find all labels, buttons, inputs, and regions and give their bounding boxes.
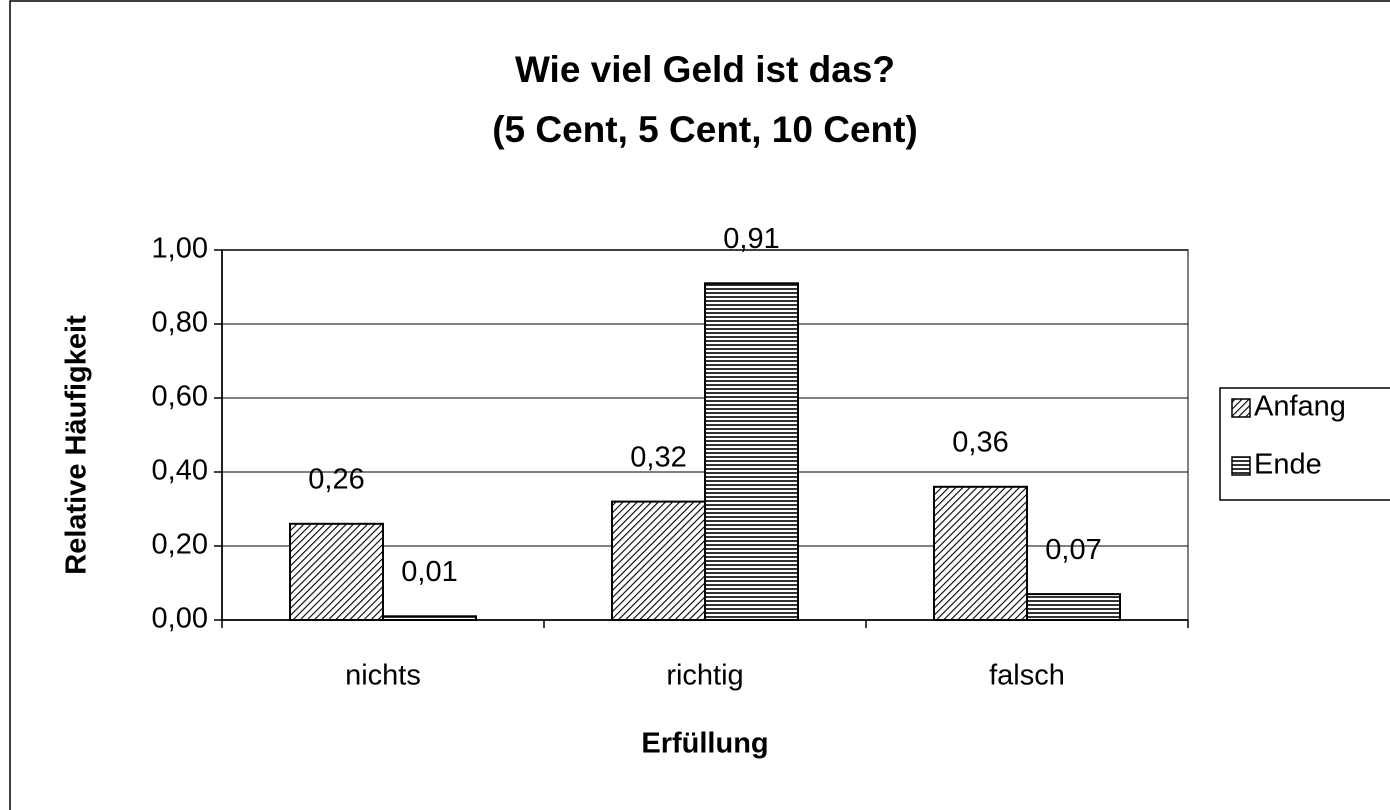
data-label: 0,26 bbox=[308, 463, 364, 495]
bar bbox=[1026, 593, 1121, 621]
bar bbox=[289, 522, 384, 621]
y-tick-label: 0,60 bbox=[152, 381, 208, 413]
data-label: 0,91 bbox=[723, 223, 779, 255]
x-tick-label: falsch bbox=[989, 660, 1065, 692]
bar bbox=[611, 500, 706, 622]
data-label: 0,32 bbox=[630, 441, 686, 473]
y-tick-label: 1,00 bbox=[152, 233, 208, 265]
data-label: 0,36 bbox=[952, 426, 1008, 458]
y-axis-label: Relative Häufigkeit bbox=[61, 315, 93, 575]
chart-title: Wie viel Geld ist das? bbox=[515, 49, 895, 90]
chart-title: (5 Cent, 5 Cent, 10 Cent) bbox=[492, 109, 918, 150]
bar bbox=[704, 282, 799, 621]
x-tick-label: nichts bbox=[345, 660, 421, 692]
y-tick-label: 0,20 bbox=[152, 529, 208, 561]
legend-label: Anfang bbox=[1254, 391, 1346, 423]
legend-label: Ende bbox=[1254, 449, 1322, 481]
y-tick-label: 0,80 bbox=[152, 307, 208, 339]
frame bbox=[9, 0, 1390, 810]
legend-swatch bbox=[1231, 456, 1251, 476]
bar bbox=[382, 615, 477, 621]
y-tick-label: 0,40 bbox=[152, 455, 208, 487]
x-axis-label: Erfüllung bbox=[641, 728, 768, 760]
data-label: 0,07 bbox=[1045, 534, 1101, 566]
x-tick-label: richtig bbox=[666, 660, 743, 692]
y-tick-label: 0,00 bbox=[152, 603, 208, 635]
bar bbox=[933, 485, 1028, 621]
data-label: 0,01 bbox=[401, 556, 457, 588]
legend-swatch bbox=[1231, 398, 1251, 418]
